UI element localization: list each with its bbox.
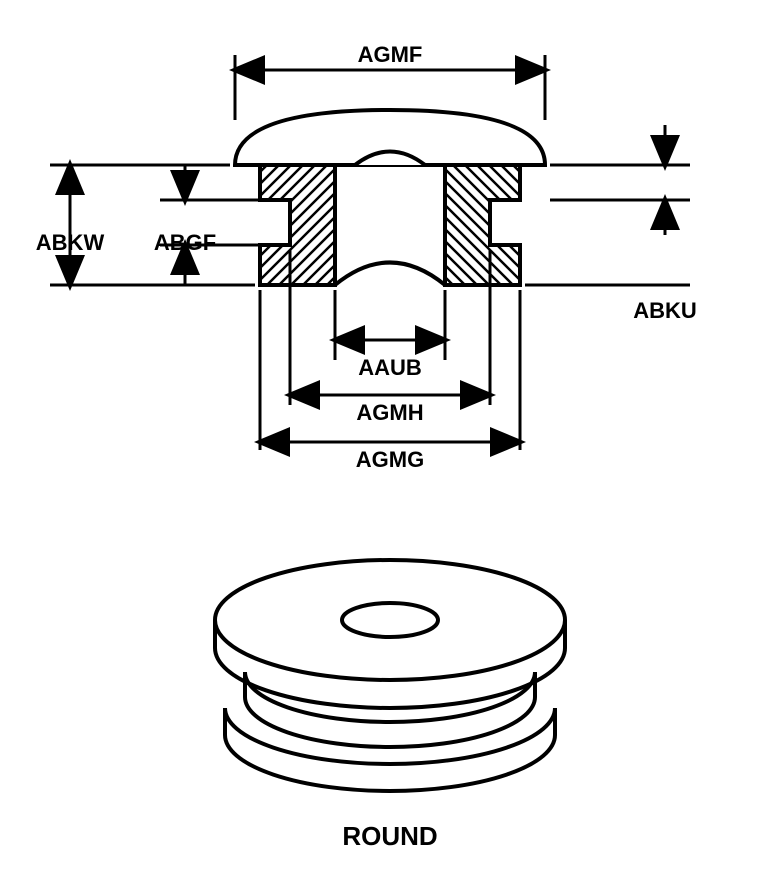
diagram-svg: AGMF ABKW ABGF ABKU [0, 0, 770, 895]
label-aaub: AAUB [358, 355, 422, 380]
dim-abkw: ABKW [36, 165, 255, 285]
technical-diagram: AGMF ABKW ABGF ABKU [0, 0, 770, 895]
dim-agmg: AGMG [260, 290, 520, 472]
label-agmf: AGMF [358, 42, 423, 67]
dim-aaub: AAUB [335, 290, 445, 380]
label-agmh: AGMH [356, 400, 423, 425]
label-abgf: ABGF [154, 230, 216, 255]
label-abku: ABKU [633, 298, 697, 323]
dim-abku: ABKU [525, 125, 697, 323]
isometric-view [215, 560, 565, 791]
cross-section-view: AGMF ABKW ABGF ABKU [36, 42, 697, 472]
diagram-title: ROUND [342, 821, 437, 851]
label-agmg: AGMG [356, 447, 424, 472]
label-abkw: ABKW [36, 230, 105, 255]
